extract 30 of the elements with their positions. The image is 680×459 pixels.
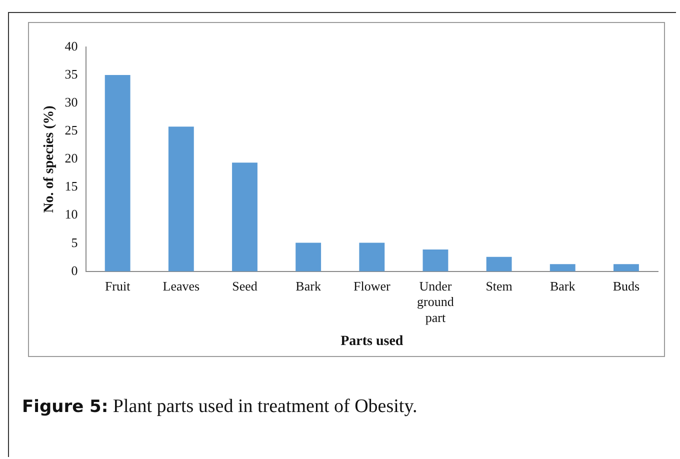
y-tick-label: 0 bbox=[71, 262, 78, 278]
bar bbox=[486, 256, 512, 272]
x-tick-label: Bark bbox=[550, 278, 576, 294]
x-tick-label: Seed bbox=[232, 278, 258, 294]
bar bbox=[232, 162, 258, 272]
y-tick-label: 5 bbox=[71, 234, 78, 250]
y-tick-label: 10 bbox=[64, 206, 78, 222]
x-tick-label: Fruit bbox=[104, 278, 131, 294]
x-tick-label: Stem bbox=[486, 278, 512, 294]
x-tick-label: Flower bbox=[353, 278, 391, 294]
bar bbox=[550, 264, 576, 272]
x-tick-label: Bark bbox=[296, 278, 322, 294]
y-tick-label: 25 bbox=[64, 122, 78, 138]
y-tick-label: 35 bbox=[64, 66, 78, 82]
caption: Figure 5: Plant parts used in treatment of Obesity. bbox=[22, 396, 418, 418]
x-tick-label: Leaves bbox=[162, 278, 200, 294]
y-tick-label: 40 bbox=[64, 38, 78, 54]
bar bbox=[422, 250, 448, 272]
x-tick-label: Under ground part bbox=[417, 278, 454, 325]
bar bbox=[104, 75, 130, 272]
bar bbox=[168, 126, 194, 272]
y-tick-label: 15 bbox=[64, 178, 78, 194]
y-tick-label: 20 bbox=[64, 150, 78, 166]
y-axis-title: No. of species (%) bbox=[42, 105, 58, 213]
bar bbox=[296, 242, 322, 272]
y-tick-label: 30 bbox=[64, 94, 78, 110]
bar bbox=[613, 264, 639, 272]
x-axis-title: Parts used bbox=[340, 334, 404, 350]
bar bbox=[359, 242, 385, 272]
x-tick-label: Buds bbox=[612, 278, 640, 294]
